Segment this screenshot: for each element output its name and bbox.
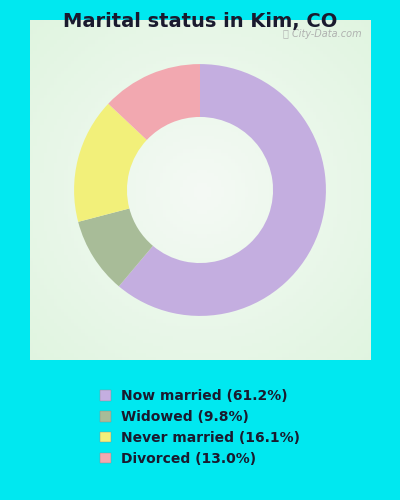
Wedge shape <box>74 104 147 222</box>
Wedge shape <box>78 208 153 286</box>
Text: Marital status in Kim, CO: Marital status in Kim, CO <box>63 12 337 32</box>
Wedge shape <box>108 64 200 140</box>
Legend: Now married (61.2%), Widowed (9.8%), Never married (16.1%), Divorced (13.0%): Now married (61.2%), Widowed (9.8%), Nev… <box>93 382 307 473</box>
Text: ⓘ City-Data.com: ⓘ City-Data.com <box>282 29 361 39</box>
Wedge shape <box>119 64 326 316</box>
